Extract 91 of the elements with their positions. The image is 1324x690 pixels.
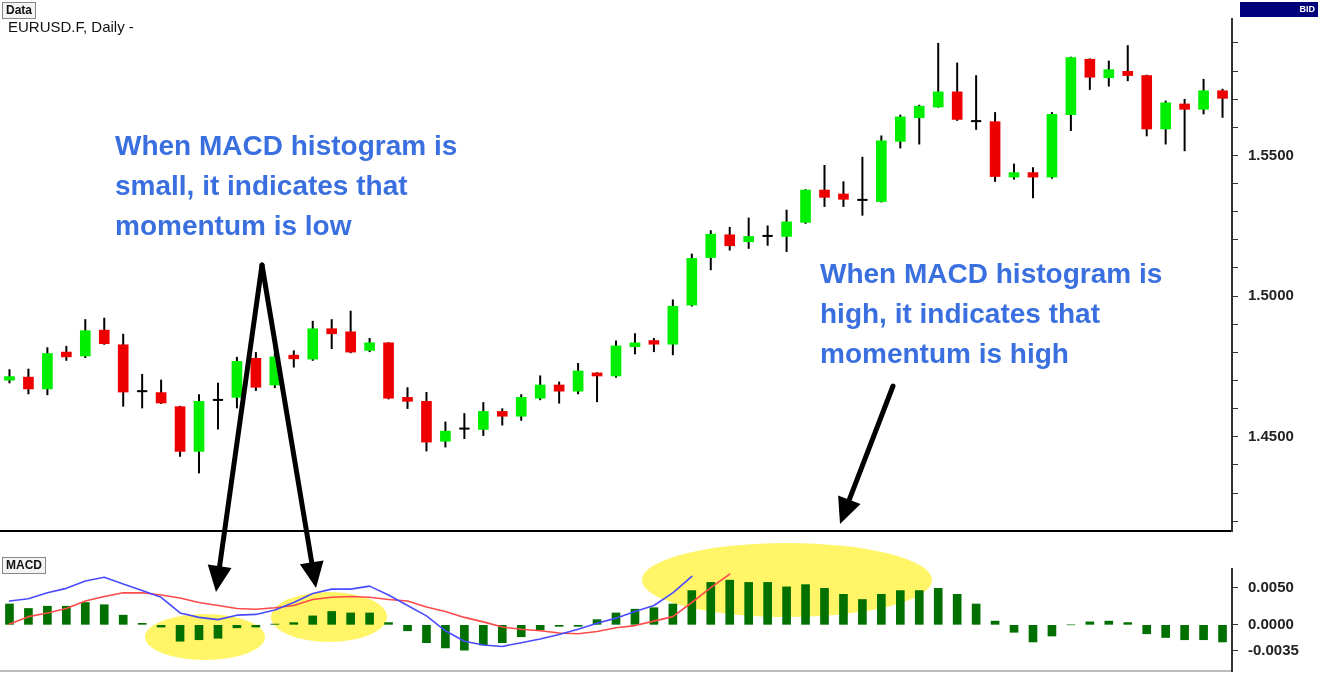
- bar: [1218, 625, 1227, 643]
- bar: [497, 625, 507, 644]
- bar: [877, 593, 886, 625]
- bar: [1009, 625, 1019, 633]
- candlestick: [913, 103, 925, 146]
- bar: [858, 599, 867, 625]
- bar: [535, 625, 545, 631]
- candlestick: [932, 41, 944, 109]
- bar: [441, 625, 450, 649]
- bar: [403, 625, 412, 632]
- bar: [80, 602, 90, 625]
- bar: [971, 603, 981, 625]
- candlestick: [724, 225, 736, 252]
- bar: [1123, 622, 1133, 625]
- bar: [895, 590, 905, 625]
- candlestick: [98, 316, 110, 346]
- bar: [62, 605, 71, 625]
- bar: [175, 625, 185, 642]
- candlestick: [1027, 166, 1039, 200]
- bar: [763, 582, 772, 625]
- candlestick: [345, 309, 356, 355]
- bar: [706, 582, 716, 625]
- bar: [1180, 625, 1189, 641]
- bar: [422, 625, 431, 644]
- candlestick: [515, 393, 527, 422]
- candlestick: [1103, 59, 1115, 88]
- candlestick: [743, 216, 755, 250]
- candlestick: [819, 164, 830, 208]
- candlestick: [1179, 97, 1190, 153]
- chart-title: EURUSD.F, Daily -: [8, 18, 134, 35]
- bar: [801, 584, 810, 625]
- bar: [839, 593, 848, 625]
- bar: [194, 625, 204, 641]
- bar: [308, 615, 318, 625]
- candlestick: [629, 332, 641, 356]
- bar: [384, 622, 393, 625]
- candlestick: [440, 420, 451, 449]
- text: Data: [2, 2, 37, 19]
- y-tick-label: 1.4500: [1248, 426, 1294, 444]
- bar: [725, 579, 735, 625]
- bar: [1199, 625, 1208, 641]
- bar: [744, 582, 754, 625]
- candlestick: [534, 374, 546, 402]
- y-tick-label: 1.5000: [1248, 286, 1294, 304]
- candlestick: [458, 412, 471, 441]
- bar: [24, 608, 33, 625]
- candlestick: [136, 373, 149, 410]
- candlestick: [402, 386, 413, 410]
- bar: [289, 622, 299, 625]
- bar: [914, 590, 924, 625]
- bar: [5, 603, 14, 625]
- y-tick-label: 1.5500: [1248, 145, 1294, 163]
- candlestick: [1122, 44, 1134, 83]
- candlestick: [1217, 87, 1228, 119]
- candlestick: [781, 208, 792, 253]
- text: BID: [1240, 2, 1318, 17]
- bar: [952, 593, 962, 625]
- candlestick: [1198, 77, 1209, 116]
- bar: [118, 614, 128, 625]
- bar: [782, 586, 791, 625]
- candlestick: [155, 378, 167, 405]
- bar: [43, 605, 52, 625]
- bar: [1104, 620, 1114, 625]
- bar: [1161, 625, 1170, 638]
- bar: [933, 588, 943, 625]
- annotation: When MACD histogram is small, it indicates that momentum is low: [115, 129, 459, 243]
- candlestick: [572, 362, 584, 396]
- bar: [687, 590, 697, 625]
- bar: [213, 625, 223, 639]
- y-tick-label: 0.0050: [1248, 577, 1294, 595]
- annotation: When MACD histogram is high, it indicates that momentum is high: [820, 257, 1164, 371]
- bar: [460, 625, 469, 651]
- bar: [1142, 625, 1152, 635]
- bar: [478, 625, 488, 646]
- candlestick: [838, 180, 849, 208]
- bar: [99, 604, 109, 625]
- bar: [327, 611, 337, 625]
- chart-title: MACD: [2, 557, 46, 574]
- bar: [820, 588, 829, 625]
- bar: [365, 612, 374, 625]
- bar: [990, 620, 1000, 625]
- bar: [346, 612, 355, 625]
- y-tick-label: 0.0000: [1248, 614, 1294, 632]
- bar: [1028, 625, 1038, 643]
- candlestick: [23, 367, 34, 396]
- candlestick: [553, 380, 565, 405]
- candlestick: [477, 401, 489, 437]
- candlestick: [1084, 57, 1096, 91]
- candlestick: [326, 318, 338, 350]
- y-tick-label: -0.0035: [1248, 641, 1299, 659]
- bar: [1047, 625, 1057, 637]
